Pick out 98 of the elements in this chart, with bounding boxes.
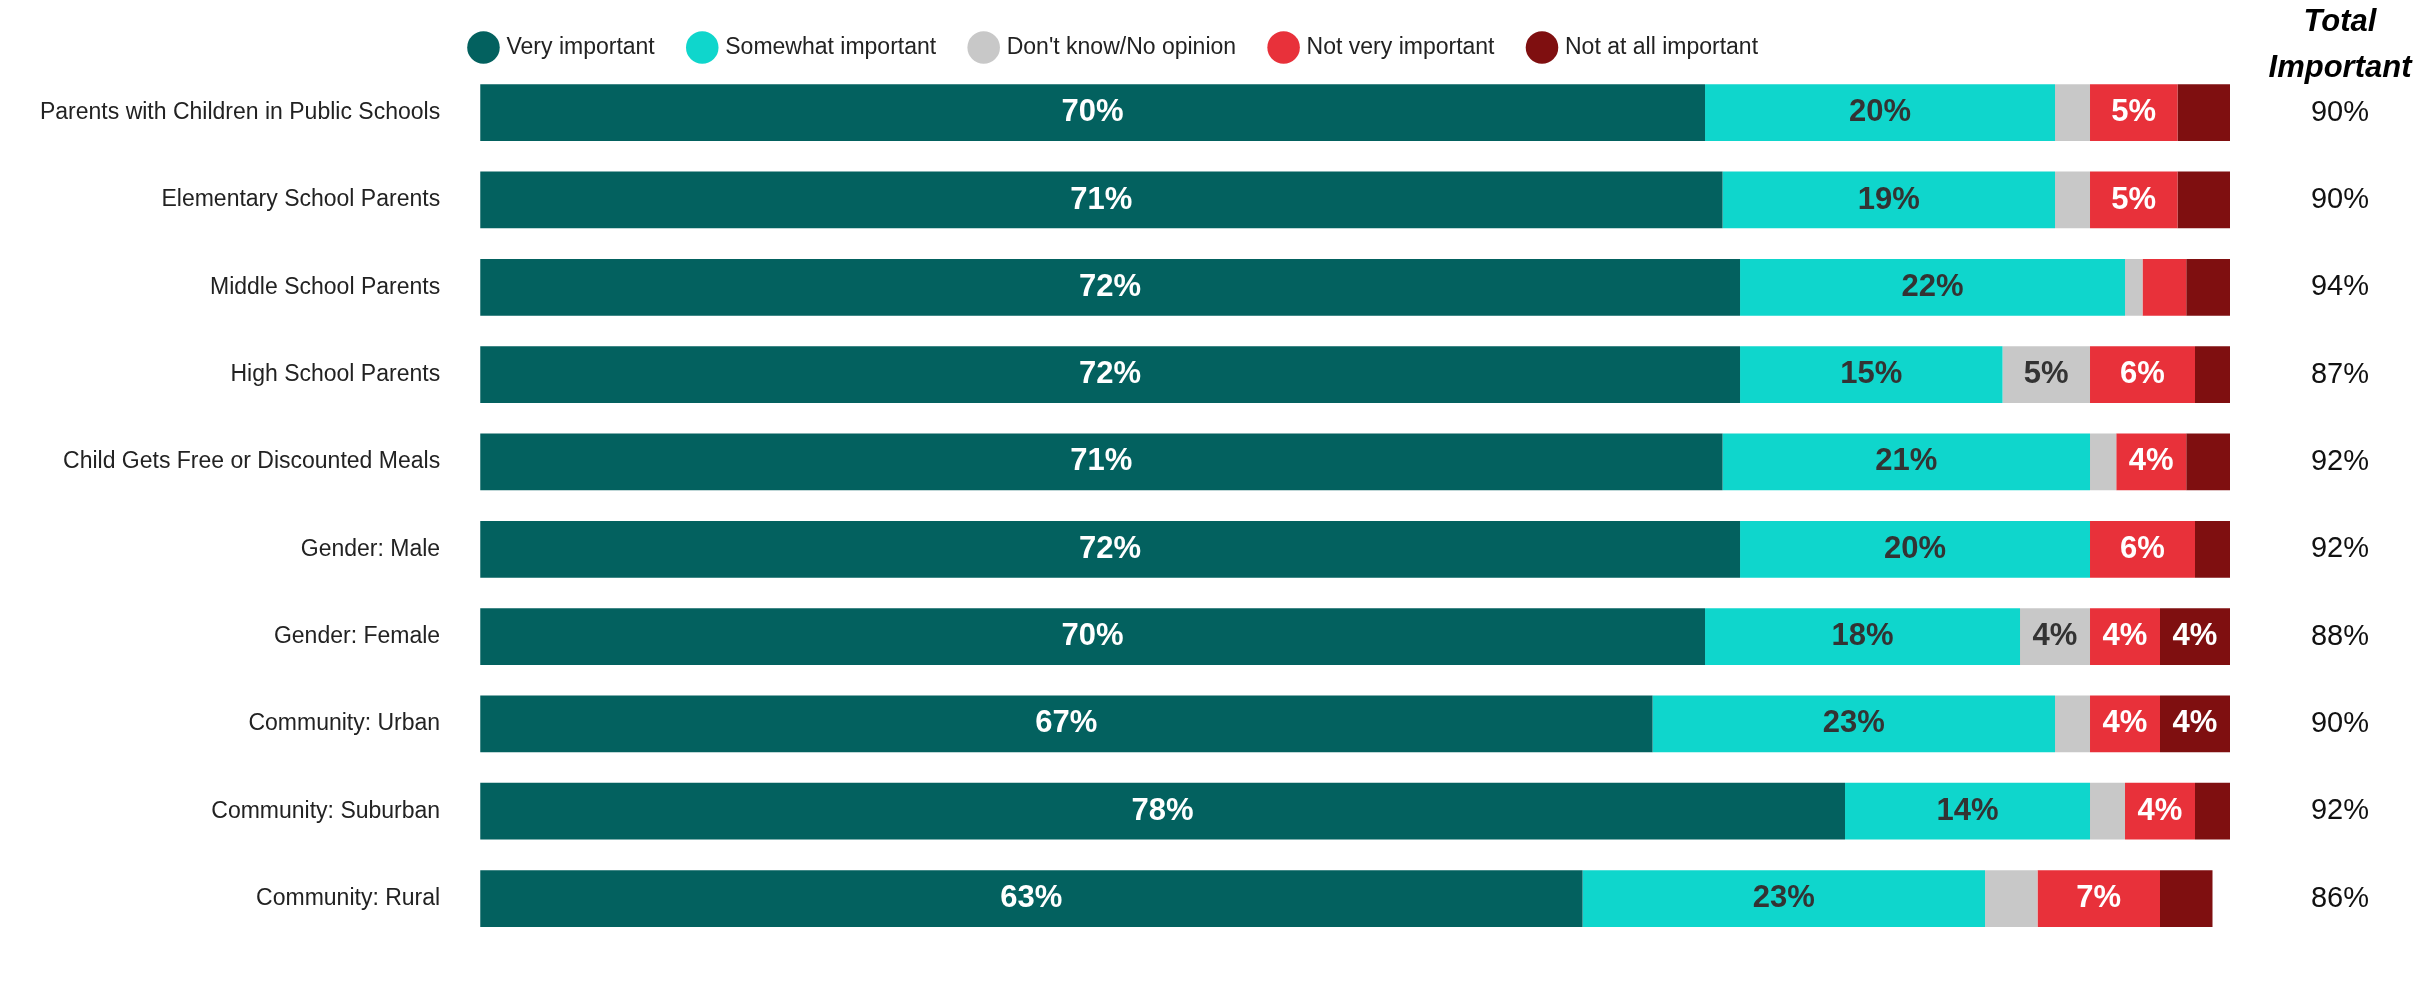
data-label: 20%: [1884, 529, 1947, 565]
text: 90%: [2310, 181, 2370, 214]
text: Total Important: [2268, 2, 2414, 84]
data-label: 72%: [1079, 267, 1142, 303]
legend-label: Not at all important: [1565, 32, 1759, 59]
data-label: 6%: [2120, 529, 2165, 565]
bar: [2177, 84, 2230, 142]
bar: [480, 433, 1723, 491]
bar: [2090, 433, 2117, 491]
bar: [2186, 258, 2230, 316]
y-tick-label: Parents with Children in Public Schools: [39, 98, 441, 124]
text: 86%: [2310, 880, 2370, 913]
data-label: 72%: [1079, 355, 1142, 391]
y-tick-label: Community: Rural: [256, 883, 441, 910]
data-label: 14%: [1936, 791, 1999, 827]
legend-label: Somewhat important: [725, 32, 937, 59]
y-tick-label: High School Parents: [230, 359, 441, 386]
bar: [480, 870, 1583, 927]
legend-label: Not very important: [1306, 32, 1496, 59]
bar: [2195, 782, 2230, 840]
data-label: 70%: [1061, 617, 1124, 653]
bar: [2055, 84, 2091, 142]
bar: [480, 84, 1706, 142]
bar: [2055, 695, 2091, 753]
bar: [2160, 870, 2213, 927]
bar: [1985, 870, 2038, 927]
y-tick-label: Community: Urban: [248, 709, 441, 736]
data-label: 23%: [1822, 704, 1885, 740]
data-label: 6%: [2120, 355, 2165, 391]
legend-label: Very important: [506, 32, 656, 59]
data-label: 71%: [1070, 442, 1133, 478]
bar: [2195, 346, 2230, 403]
data-label: 21%: [1875, 442, 1938, 478]
y-tick-label: Elementary School Parents: [161, 185, 441, 212]
bar: [2142, 258, 2187, 316]
bar: [2055, 171, 2091, 229]
bar: [2125, 258, 2143, 316]
y-tick-label: Gender: Female: [273, 621, 441, 648]
data-label: 4%: [2128, 442, 2174, 478]
bar: [1705, 608, 2021, 665]
data-label: 4%: [2102, 704, 2148, 740]
legend-label: Don't know/No opinion: [1006, 32, 1237, 59]
data-label: 4%: [2137, 791, 2183, 827]
data-label: 7%: [2076, 879, 2122, 915]
bar: [1705, 84, 2056, 142]
data-label: 20%: [1849, 93, 1912, 129]
data-label: 71%: [1070, 180, 1133, 216]
bar: [1722, 433, 2091, 491]
data-label: 4%: [2172, 617, 2218, 653]
text: 92%: [2310, 443, 2370, 476]
bar: [1845, 782, 2091, 840]
bar: [1740, 346, 2003, 403]
bar: [1652, 695, 2056, 753]
data-label: 63%: [1000, 879, 1063, 915]
text: 92%: [2310, 531, 2370, 564]
data-label: 5%: [2023, 355, 2069, 391]
y-tick-label: Gender: Male: [300, 534, 441, 561]
y-tick-label: Community: Suburban: [211, 796, 441, 823]
bar: [480, 695, 1653, 753]
bar: [1740, 520, 2091, 578]
bar: [480, 171, 1723, 229]
bar: [2177, 171, 2230, 229]
text: 94%: [2310, 269, 2370, 302]
text: 90%: [2310, 94, 2370, 127]
bar: [2186, 433, 2230, 491]
y-tick-label: Child Gets Free or Discounted Meals: [63, 447, 441, 474]
bar: [1722, 171, 2056, 229]
data-label: 5%: [2111, 93, 2157, 129]
data-label: 4%: [2032, 617, 2078, 653]
bar: [480, 346, 1741, 403]
text: 92%: [2310, 793, 2370, 826]
bar: [1582, 870, 1986, 927]
bar: [2195, 520, 2230, 578]
data-label: 23%: [1752, 879, 1815, 915]
text: 87%: [2310, 356, 2370, 389]
y-tick-label: Middle School Parents: [210, 272, 441, 299]
data-label: 4%: [2102, 617, 2148, 653]
data-label: 5%: [2111, 180, 2157, 216]
bar: [480, 258, 1741, 316]
data-label: 22%: [1901, 267, 1964, 303]
data-label: 72%: [1079, 529, 1142, 565]
text: 90%: [2310, 705, 2370, 738]
bar: [2090, 520, 2195, 578]
bar: [480, 520, 1741, 578]
bar: [2090, 346, 2195, 403]
data-label: 4%: [2172, 704, 2218, 740]
bar: [2090, 782, 2126, 840]
data-label: 15%: [1840, 355, 1903, 391]
data-label: 19%: [1857, 180, 1920, 216]
bar: [1740, 258, 2126, 316]
data-label: 78%: [1131, 791, 1194, 827]
text: 88%: [2310, 618, 2370, 651]
data-label: 67%: [1035, 704, 1098, 740]
data-label: 18%: [1831, 617, 1894, 653]
data-label: 70%: [1061, 93, 1124, 129]
bar: [480, 782, 1846, 840]
bar: [2037, 870, 2161, 927]
bar: [480, 608, 1706, 665]
